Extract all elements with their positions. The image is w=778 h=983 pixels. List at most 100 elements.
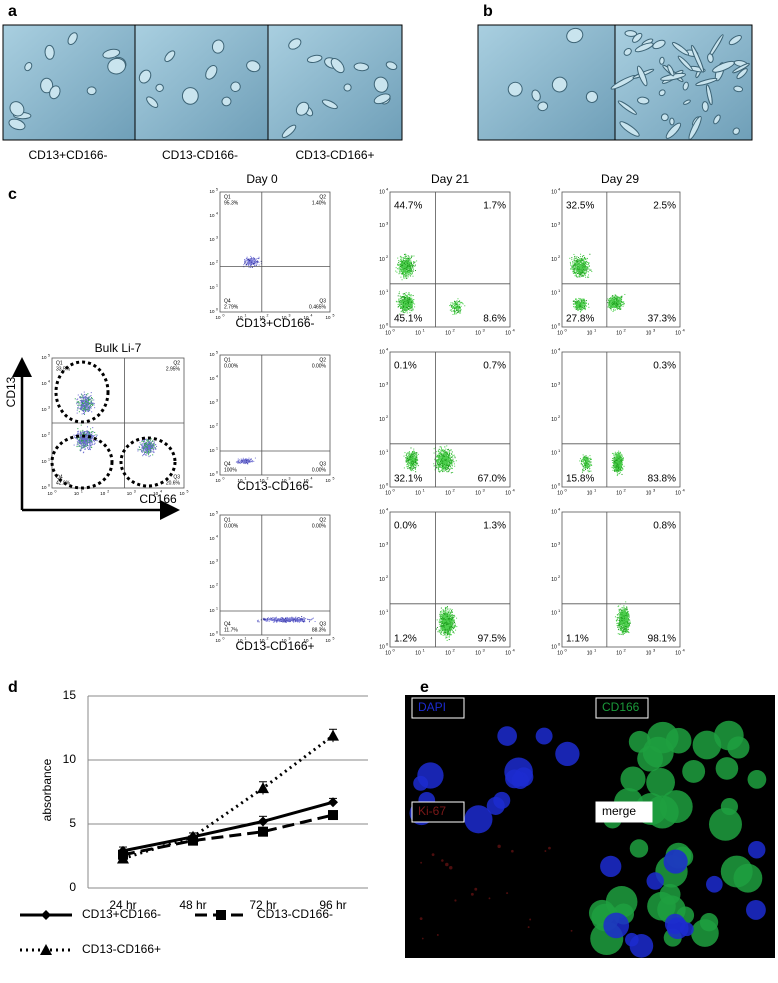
event-dot (400, 268, 402, 270)
event-dot (415, 456, 417, 458)
event-dot (576, 301, 578, 303)
event-dot (457, 308, 459, 310)
tick-base: 10 (379, 291, 385, 297)
tick-exponent: 1 (594, 328, 597, 333)
event-dot (448, 456, 450, 458)
tick-base: 10 (551, 484, 557, 490)
event-dot (454, 304, 456, 306)
event-dot (413, 466, 415, 468)
event-dot (574, 272, 576, 274)
event-dot (407, 457, 409, 459)
cell (634, 42, 654, 53)
event-dot (583, 307, 585, 309)
event-dot (403, 272, 405, 274)
event-dot (456, 306, 458, 308)
event-dot (620, 463, 622, 465)
event-dot (580, 259, 582, 261)
event-dot (410, 303, 412, 305)
event-dot (439, 465, 441, 467)
event-dot (403, 262, 405, 264)
event-dot (402, 296, 404, 298)
event-dot (450, 309, 452, 311)
event-dot (412, 460, 414, 462)
event-dot (402, 299, 404, 301)
event-dot (414, 463, 416, 465)
event-dot (411, 310, 413, 312)
event-dot (406, 261, 408, 263)
event-dot (249, 460, 251, 462)
event-dot (612, 296, 614, 298)
tick-base: 10 (557, 330, 563, 336)
event-dot (416, 452, 418, 454)
event-dot (409, 306, 411, 308)
event-dot (400, 269, 402, 271)
event-dot (254, 259, 256, 261)
event-dot (452, 302, 454, 304)
event-dot (411, 459, 413, 461)
event-dot (434, 459, 436, 461)
quadrant-value: 32.1% (394, 474, 422, 485)
event-dot (613, 469, 615, 471)
cell (343, 83, 352, 92)
event-dot (446, 463, 448, 465)
event-dot (584, 303, 586, 305)
event-dot (612, 299, 614, 301)
event-dot (585, 266, 587, 268)
event-dot (437, 456, 439, 458)
event-dot (398, 300, 400, 302)
event-dot (445, 467, 447, 469)
event-dot (441, 457, 443, 459)
event-dot (407, 294, 409, 296)
event-dot (245, 462, 247, 464)
event-dot (442, 455, 444, 457)
event-dot (583, 255, 585, 257)
event-dot (587, 456, 589, 458)
event-dot (610, 308, 612, 310)
event-dot (412, 457, 414, 459)
event-dot (575, 302, 577, 304)
quadrant-name: Q1 (224, 357, 231, 363)
event-dot (620, 462, 622, 464)
event-dot (413, 265, 415, 267)
event-dot (616, 459, 618, 461)
event-dot (406, 266, 408, 268)
tick-exponent: 2 (453, 488, 456, 493)
event-dot (453, 305, 455, 307)
cell (682, 99, 691, 105)
cell (330, 58, 345, 74)
event-dot (405, 274, 407, 276)
event-dot (582, 454, 584, 456)
event-dot (614, 306, 616, 308)
event-dot (406, 301, 408, 303)
event-dot (579, 272, 581, 274)
tick-exponent: 0 (386, 482, 389, 487)
event-dot (613, 467, 615, 469)
cell (507, 81, 523, 97)
event-dot (585, 276, 587, 278)
event-dot (581, 257, 583, 259)
tick-exponent: 5 (333, 313, 335, 317)
event-dot (615, 301, 617, 303)
event-dot (410, 466, 412, 468)
event-dot (619, 468, 621, 470)
event-dot (619, 462, 621, 464)
event-dot (247, 263, 249, 265)
event-dot (442, 465, 444, 467)
tick-base: 10 (379, 257, 385, 263)
event-dot (435, 464, 437, 466)
event-dot (410, 294, 412, 296)
event-dot (406, 300, 408, 302)
event-dot (581, 464, 583, 466)
event-dot (445, 462, 447, 464)
event-dot (247, 262, 249, 264)
event-dot (248, 259, 250, 261)
cell (67, 32, 78, 46)
event-dot (620, 453, 622, 455)
event-dot (454, 300, 456, 302)
event-dot (585, 456, 587, 458)
event-dot (615, 462, 617, 464)
tick-base: 10 (475, 330, 481, 336)
event-dot (443, 452, 445, 454)
event-dot (410, 456, 412, 458)
event-dot (414, 265, 416, 267)
